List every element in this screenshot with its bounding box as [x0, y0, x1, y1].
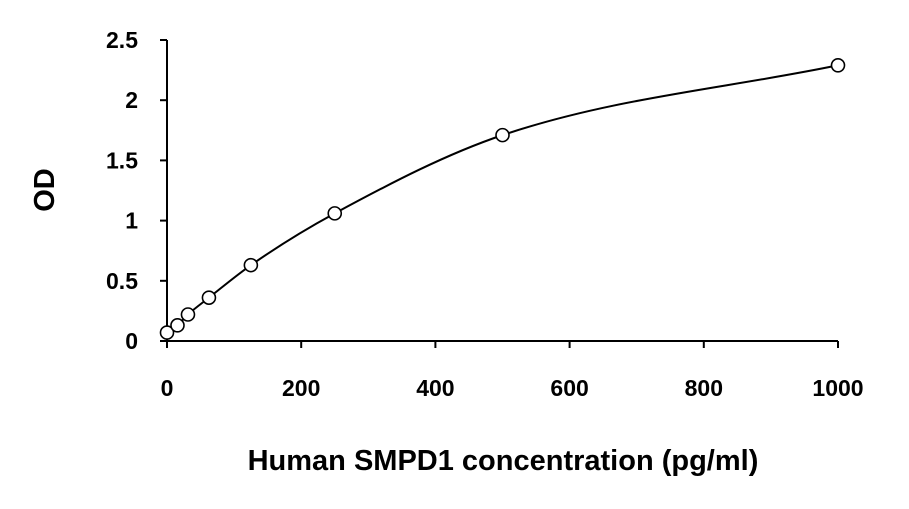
y-tick-label: 2	[125, 87, 138, 113]
data-point	[180, 307, 196, 322]
x-tick-label: 600	[550, 375, 588, 401]
y-axis-title: OD	[29, 168, 61, 212]
x-ticks: 0 200 400 600 800 1000	[161, 341, 864, 401]
y-tick-label: 2.5	[106, 27, 138, 53]
y-tick-label: 0	[125, 328, 138, 354]
data-point	[830, 57, 846, 73]
y-tick-label: 1	[125, 208, 138, 234]
data-point	[495, 127, 510, 143]
data-point	[201, 290, 217, 305]
x-tick-label: 0	[161, 375, 174, 401]
y-tick-label: 1.5	[106, 147, 138, 173]
x-axis-title: Human SMPD1 concentration (pg/ml)	[248, 445, 759, 477]
x-tick-label: 1000	[812, 375, 863, 401]
y-tick-label: 0.5	[106, 268, 138, 294]
axes	[166, 40, 838, 342]
data-point	[159, 325, 175, 340]
x-tick-label: 200	[282, 375, 320, 401]
data-point	[170, 318, 185, 333]
x-tick-label: 800	[685, 375, 723, 401]
data-point	[243, 257, 259, 273]
fit-curve	[166, 64, 839, 334]
x-tick-label: 400	[416, 375, 454, 401]
y-ticks: 0 0.5 1 1.5 2 2.5	[106, 27, 167, 354]
data-points	[159, 57, 846, 340]
data-point	[327, 206, 343, 221]
